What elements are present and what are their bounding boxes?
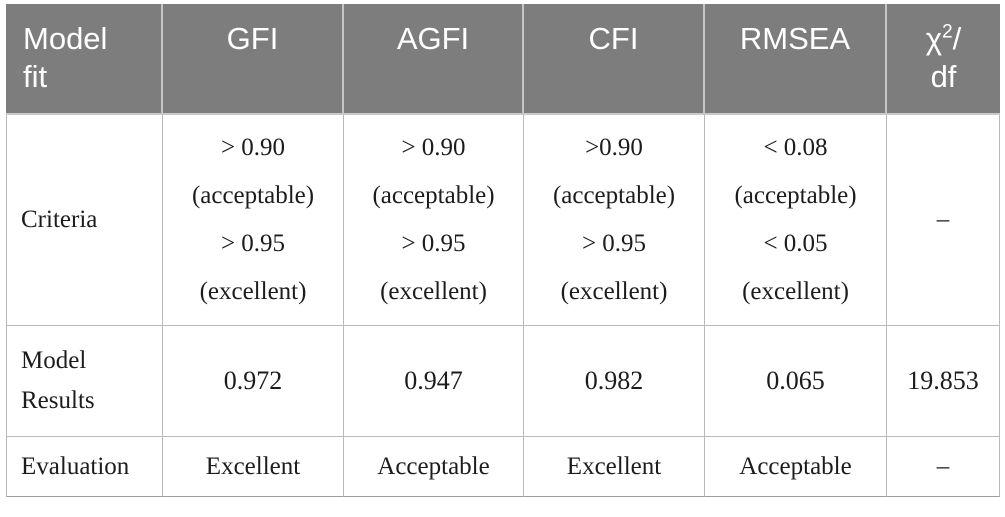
header-cell-gfi: GFI	[163, 4, 344, 115]
header-agfi-text: AGFI	[396, 21, 470, 56]
header-cell-agfi: AGFI	[344, 4, 524, 115]
row-label-model-results: Model Results	[6, 326, 163, 437]
model-fit-table: Model fit GFI AGFI CFI RMSEA χ2/df Criter…	[6, 4, 1000, 497]
results-cell-gfi: 0.972	[163, 326, 344, 437]
model-results-label-text: Model Results	[21, 347, 95, 414]
row-label-evaluation: Evaluation	[6, 437, 163, 497]
header-rmsea-text: RMSEA	[739, 21, 851, 56]
criteria-cell-gfi: > 0.90 (acceptable) > 0.95 (excellent)	[163, 115, 344, 326]
criteria-cell-cfi: >0.90 (acceptable) > 0.95 (excellent)	[524, 115, 705, 326]
evaluation-cell-chi2-df: –	[887, 437, 1000, 497]
criteria-cell-agfi: > 0.90 (acceptable) > 0.95 (excellent)	[344, 115, 524, 326]
header-cell-chi2-df: χ2/df	[887, 4, 1000, 115]
header-cell-rmsea: RMSEA	[705, 4, 887, 115]
evaluation-cell-gfi: Excellent	[163, 437, 344, 497]
evaluation-cell-cfi: Excellent	[524, 437, 705, 497]
header-cfi-text: CFI	[588, 21, 639, 56]
header-cell-cfi: CFI	[524, 4, 705, 115]
results-cell-rmsea: 0.065	[705, 326, 887, 437]
evaluation-cell-rmsea: Acceptable	[705, 437, 887, 497]
header-chi2-df-text: χ2/df	[925, 21, 962, 94]
evaluation-cell-agfi: Acceptable	[344, 437, 524, 497]
row-label-criteria: Criteria	[6, 115, 163, 326]
results-cell-cfi: 0.982	[524, 326, 705, 437]
header-model-fit-text: Model fit	[23, 21, 108, 94]
header-gfi-text: GFI	[226, 21, 279, 56]
criteria-cell-chi2-df: –	[887, 115, 1000, 326]
criteria-cell-rmsea: < 0.08 (acceptable) < 0.05 (excellent)	[705, 115, 887, 326]
header-cell-model-fit: Model fit	[6, 4, 163, 115]
results-cell-chi2-df: 19.853	[887, 326, 1000, 437]
results-cell-agfi: 0.947	[344, 326, 524, 437]
